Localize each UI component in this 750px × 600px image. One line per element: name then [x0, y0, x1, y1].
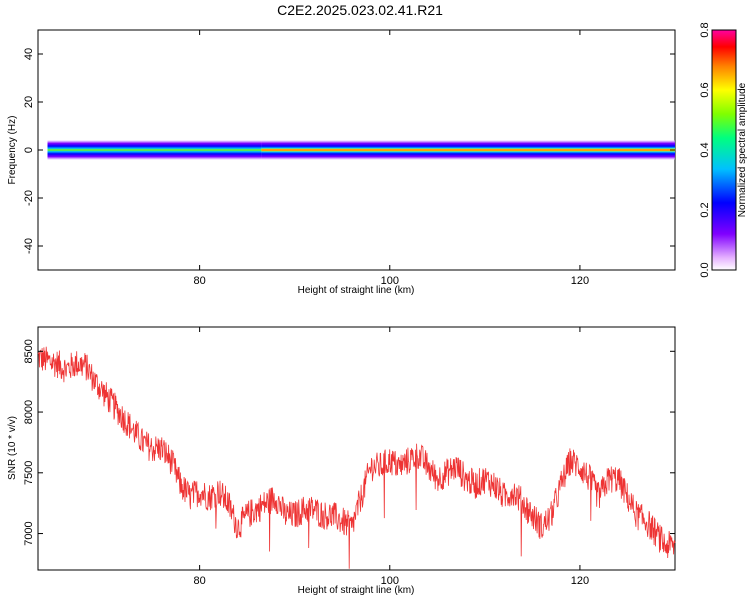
snr-line: [37, 346, 676, 569]
y-tick-label: -20: [23, 190, 35, 206]
colorbar: [711, 29, 737, 271]
y-tick-label: -40: [23, 238, 35, 254]
x-tick-label: 100: [381, 575, 399, 587]
snr-plot-area: [37, 326, 676, 571]
x-tick-label: 80: [194, 575, 206, 587]
x-tick-label: 120: [571, 575, 589, 587]
y-tick-label: 0: [23, 147, 35, 153]
y-tick-label: 8000: [23, 400, 35, 424]
snr-y-axis-label: SNR (10 * v/v): [7, 416, 18, 480]
snr-series: [37, 346, 676, 569]
page-title: C2E2.2025.023.02.41.R21: [277, 2, 443, 18]
colorbar-tick-label: 0.0: [699, 262, 711, 277]
snr-axes: 80 100 120 7000 7500 8000 8500: [23, 327, 675, 587]
colorbar-tick-label: 0.4: [699, 142, 711, 157]
y-tick-label: 7500: [23, 461, 35, 485]
band-segment: [261, 140, 675, 160]
x-tick-label: 120: [571, 275, 589, 287]
x-tick-label: 80: [194, 275, 206, 287]
frequency-band: [47, 140, 675, 160]
spectrogram-axes: 80 100 120 40 20 0 -20 -40: [23, 30, 675, 287]
colorbar-tick-label: 0.6: [699, 82, 711, 97]
colorbar-label: Normalized spectral amplitude: [737, 82, 748, 217]
spectrogram-x-axis-label: Height of straight line (km): [298, 285, 415, 296]
colorbar-tick-label: 0.2: [699, 202, 711, 217]
band-segment: [47, 140, 262, 160]
y-tick-label: 8500: [23, 339, 35, 363]
x-tick-label: 100: [381, 275, 399, 287]
spectrogram-y-axis-label: Frequency (Hz): [7, 116, 18, 185]
y-tick-label: 20: [23, 96, 35, 108]
y-tick-label: 40: [23, 48, 35, 60]
y-tick-label: 7000: [23, 521, 35, 545]
snr-x-axis-label: Height of straight line (km): [298, 585, 415, 596]
colorbar-ticks: 0.0 0.2 0.4 0.6 0.8: [699, 22, 711, 277]
colorbar-tick-label: 0.8: [699, 22, 711, 37]
